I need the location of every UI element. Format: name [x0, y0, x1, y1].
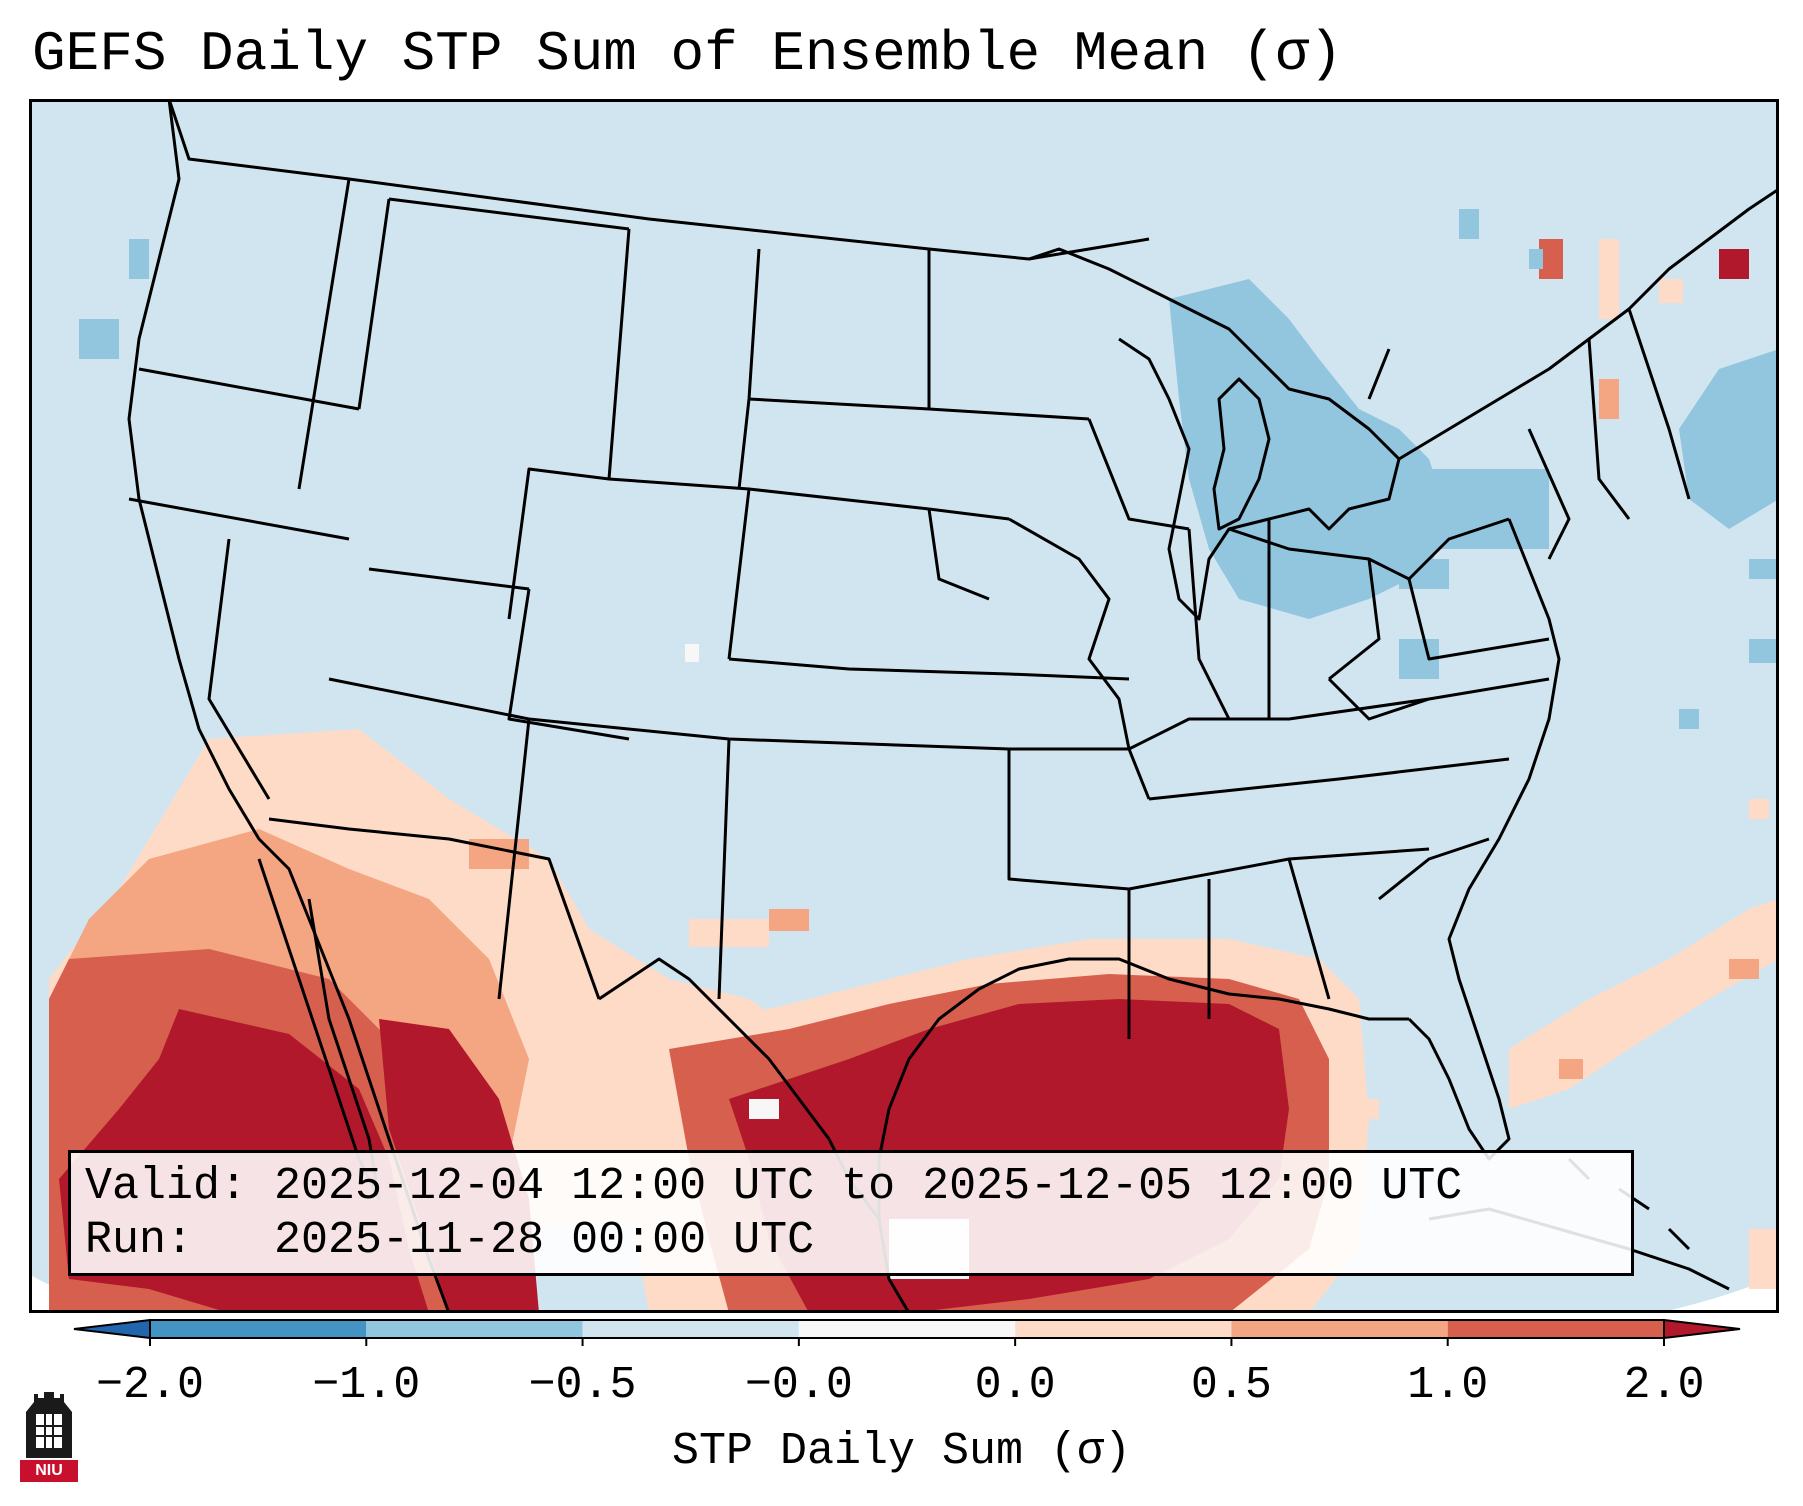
west-coast	[127, 99, 451, 1313]
colorbar-bin	[150, 1320, 367, 1338]
colorbar-tick-label: −0.0	[744, 1360, 853, 1411]
mexico-border	[268, 817, 601, 1000]
colorbar-tick-label: −0.5	[528, 1360, 637, 1411]
colorbar-extend-under	[73, 1318, 151, 1340]
colorbar-label: STP Daily Sum (σ)	[671, 1426, 1132, 1477]
colorbar-bin	[366, 1320, 583, 1338]
map-panel	[29, 99, 1779, 1313]
atlantic-streak-region	[1509, 899, 1779, 1109]
colorbar-tick-label: 2.0	[1623, 1360, 1705, 1411]
info-box: Valid: 2025-12-04 12:00 UTC to 2025-12-0…	[68, 1150, 1634, 1276]
colorbar-bin	[1447, 1320, 1664, 1338]
niu-tower-icon	[26, 1392, 72, 1458]
colorbar-extend-over	[1663, 1318, 1741, 1340]
colorbar-tick-label: 1.0	[1407, 1360, 1489, 1411]
colorbar-tick-label: −1.0	[312, 1360, 421, 1411]
colorbar-bin	[582, 1320, 799, 1338]
niu-logo: NIU	[20, 1390, 78, 1482]
colorbar-bin	[798, 1320, 1016, 1338]
great-lakes-outline	[1028, 247, 1401, 621]
colorbar-frame	[149, 1319, 1665, 1339]
colorbar-tick-label: 0.0	[974, 1360, 1056, 1411]
canada-us-border	[167, 99, 1150, 261]
east-coast	[1407, 518, 1561, 1161]
colorbar	[73, 1318, 1741, 1346]
map-border	[29, 99, 1779, 1313]
colorbar-bin	[1015, 1320, 1232, 1338]
chart-title: GEFS Daily STP Sum of Ensemble Mean (σ)	[32, 22, 1343, 86]
great-lakes-negative-region	[1169, 279, 1449, 619]
niu-logo-text: NIU	[20, 1460, 78, 1482]
lake-michigan-outline	[1212, 377, 1271, 531]
map-canvas	[29, 99, 1779, 1313]
northeast-coast	[1398, 187, 1779, 461]
colorbar-tick-label: −2.0	[95, 1360, 205, 1411]
domain-edge-bottom-right	[1659, 1274, 1779, 1313]
run-time-text: Run: 2025-11-28 00:00 UTC	[85, 1215, 815, 1266]
colorbar-bin	[1231, 1320, 1448, 1338]
new-england-negative-region	[1679, 349, 1779, 529]
valid-time-text: Valid: 2025-12-04 12:00 UTC to 2025-12-0…	[85, 1161, 1463, 1212]
colorbar-tick-label: 0.5	[1190, 1360, 1272, 1411]
